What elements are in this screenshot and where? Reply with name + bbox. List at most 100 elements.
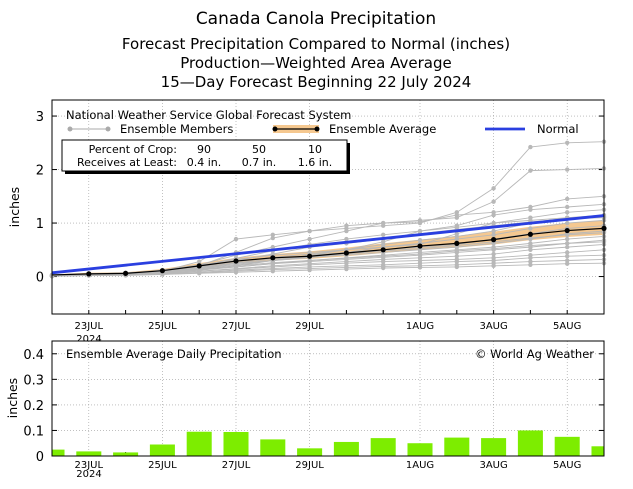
top-year-label: 2024	[76, 334, 101, 345]
member-line-15	[51, 262, 605, 277]
member-point	[491, 232, 496, 238]
bottom-y-tick-label-4: 0.4	[23, 348, 44, 363]
member-point	[197, 267, 202, 273]
bottom-x-label-0: 23JUL	[75, 460, 104, 471]
top-y-tick-label-2: 2	[36, 164, 44, 179]
average-point-10	[417, 243, 423, 249]
member-point	[528, 247, 533, 252]
member-point	[197, 271, 202, 276]
member-point	[454, 264, 459, 270]
average-point-5	[233, 258, 239, 264]
member-point	[381, 259, 386, 264]
crop-table-box	[61, 139, 348, 172]
average-point-13	[527, 231, 534, 237]
average-point-8	[343, 250, 349, 256]
top-panel-frame	[52, 100, 604, 314]
top-xticks	[51, 310, 605, 314]
top-x-label-2: 27JUL	[222, 321, 251, 332]
member-point	[528, 144, 533, 150]
crop-percent-90: 90	[197, 143, 211, 156]
member-point	[565, 210, 570, 215]
member-point	[233, 236, 239, 242]
legend-members-label: Ensemble Members	[120, 122, 233, 136]
daily-bars	[52, 430, 604, 456]
member-point	[565, 220, 570, 226]
legend-average-dot-right	[314, 126, 320, 132]
top-y-tick-label-0: 0	[36, 271, 44, 286]
member-point	[491, 263, 496, 269]
top-x-label-3: 29JUL	[295, 321, 324, 332]
crop-percent-10: 10	[308, 143, 322, 156]
member-point	[454, 212, 459, 218]
crop-table-header-label: Percent of Crop:	[89, 143, 177, 156]
member-point	[528, 262, 533, 267]
bar-day-13	[517, 430, 543, 456]
bottom-x-axis-labels: 23JUL 25JUL 27JUL 29JUL 1AUG 3AUG 5AUG	[75, 460, 582, 471]
bar-day-5	[223, 431, 249, 456]
bottom-x-label-6: 5AUG	[553, 460, 581, 471]
member-point	[528, 259, 533, 264]
member-point	[491, 251, 496, 257]
top-x-label-5: 3AUG	[479, 321, 507, 332]
member-point	[491, 199, 496, 204]
ensemble-average-line	[51, 227, 605, 276]
bar-day-3	[149, 444, 175, 456]
bar-day-12	[481, 438, 507, 456]
member-point	[344, 223, 349, 228]
top-y-axis-label: inches	[7, 187, 22, 227]
member-point	[565, 241, 570, 246]
member-point	[491, 228, 496, 234]
average-point-9	[380, 247, 386, 253]
crop-amount-10: 1.6 in.	[298, 156, 333, 169]
member-point	[344, 236, 349, 242]
member-point	[565, 140, 570, 145]
top-panel: 0 1 2 3 National Weather Service Global For…	[7, 99, 607, 315]
bar-day-8	[333, 441, 359, 456]
member-line-19	[51, 239, 605, 277]
member-point	[417, 251, 423, 257]
crop-table-shadow	[347, 143, 350, 174]
member-point	[528, 207, 533, 212]
top-x-label-0: 23JUL	[75, 321, 104, 332]
top-panel-border	[51, 99, 605, 315]
bar-day-0	[52, 449, 65, 456]
crop-amount-90: 0.4 in.	[187, 156, 222, 169]
member-point	[270, 232, 275, 238]
member-point	[307, 258, 312, 263]
member-point	[270, 251, 275, 257]
member-point	[565, 232, 570, 238]
member-point	[565, 261, 570, 266]
top-x-label-6: 5AUG	[553, 321, 581, 332]
bottom-panel-border	[51, 340, 605, 457]
normal-line	[51, 214, 605, 275]
average-point-12	[491, 237, 497, 243]
member-point	[381, 254, 386, 259]
member-point	[565, 254, 570, 259]
bar-day-4	[186, 431, 212, 456]
bottom-y-axis-label: inches	[5, 378, 20, 418]
member-point	[417, 265, 423, 270]
member-point	[270, 235, 275, 241]
member-point	[270, 244, 275, 250]
bottom-panel: 0 0.1 0.2 0.3 0.4 Ensemble Average Daily Pre…	[5, 340, 605, 465]
bar-day-9	[370, 438, 396, 456]
member-point	[270, 261, 275, 266]
member-point	[344, 266, 349, 272]
legend-title: National Weather Service Global Forecast…	[66, 108, 351, 122]
member-point	[565, 250, 570, 255]
member-point	[454, 254, 459, 259]
member-point	[565, 258, 570, 263]
crop-table-shadow-bottom	[65, 171, 350, 174]
member-point	[344, 256, 349, 261]
bottom-panel-frame	[52, 341, 604, 456]
member-point	[344, 228, 349, 234]
bar-day-11	[444, 437, 470, 456]
member-point	[233, 270, 239, 275]
crop-table-row-label: Receives at Least:	[77, 156, 177, 169]
member-point	[454, 236, 459, 242]
legend-members-dot-right	[105, 126, 111, 132]
bar-day-7	[297, 448, 323, 456]
average-point-6	[270, 255, 276, 261]
average-point-11	[454, 240, 460, 246]
legend-average-dot-left	[272, 126, 278, 132]
